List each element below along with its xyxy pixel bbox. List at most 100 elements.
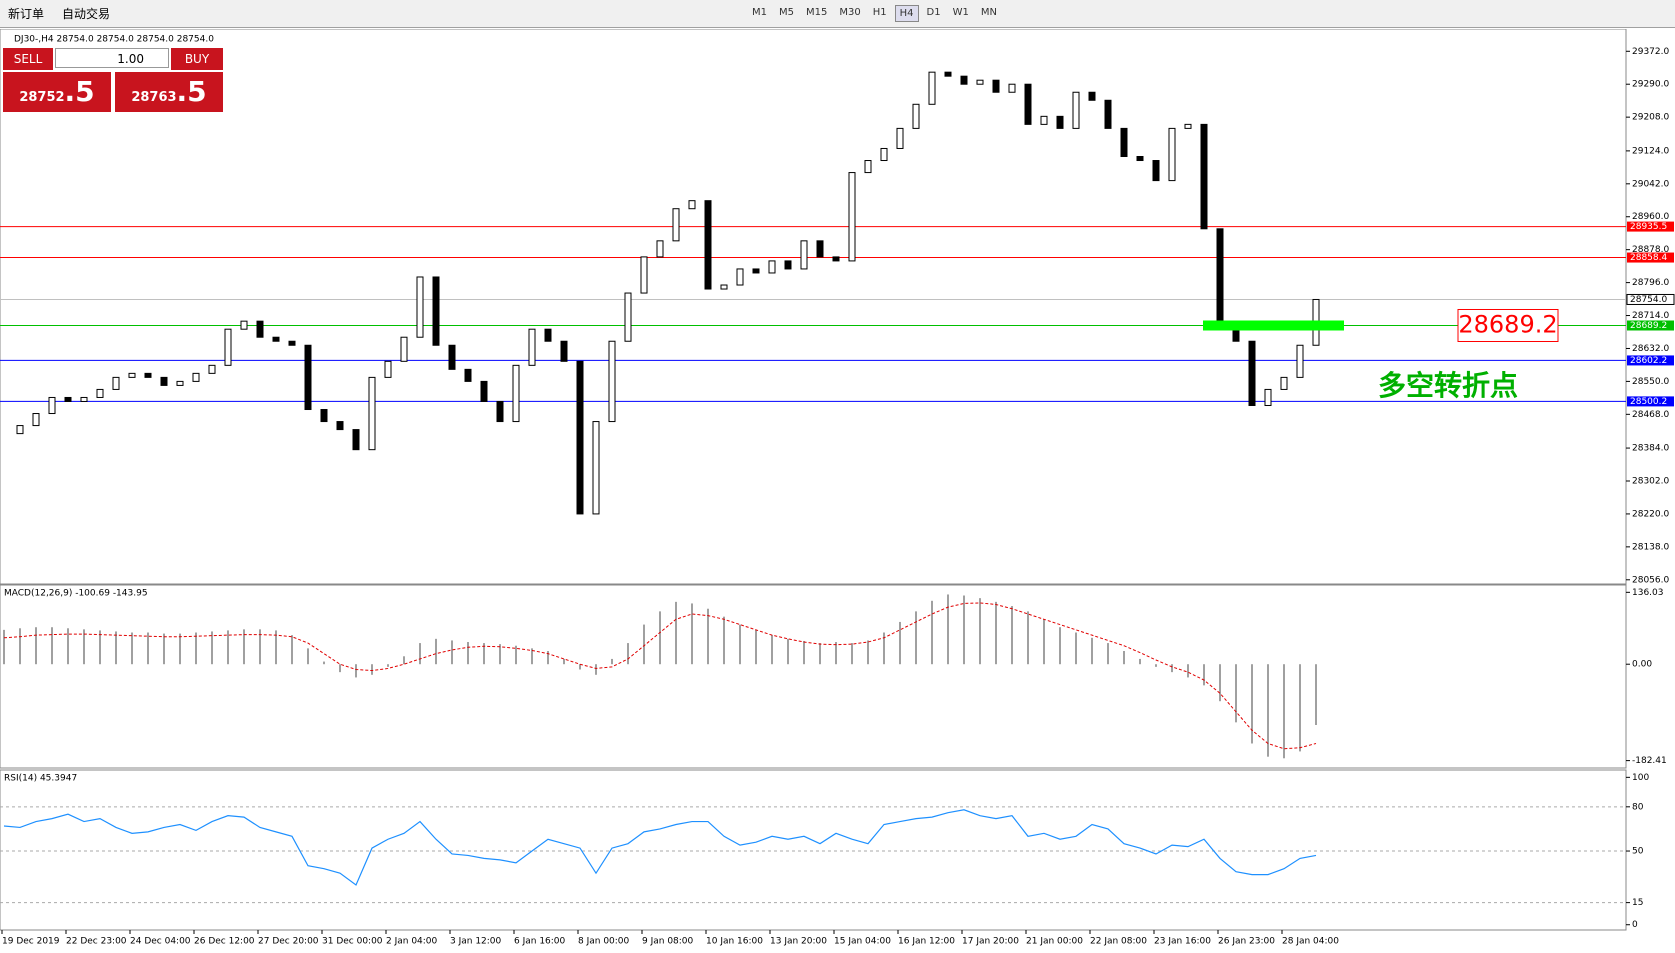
timeframe[interactable]: M30 <box>839 7 861 18</box>
time-label: 16 Jan 12:00 <box>898 937 955 947</box>
candle <box>304 344 312 411</box>
candle <box>896 127 904 149</box>
candle <box>208 364 216 374</box>
rsi-frame <box>0 769 1627 931</box>
time-label: 15 Jan 04:00 <box>834 937 891 947</box>
buy-price[interactable]: 28763.5 <box>115 72 223 112</box>
time-label: 24 Dec 04:00 <box>130 937 191 947</box>
y-tick-label: 28714.0 <box>1632 311 1669 321</box>
candle <box>704 200 712 290</box>
candle <box>1216 228 1224 326</box>
time-label: 6 Jan 16:00 <box>514 937 566 947</box>
buy-big: 28763 <box>131 90 177 105</box>
candle <box>960 75 968 85</box>
y-tick-label: 28550.0 <box>1632 377 1669 387</box>
level-tag <box>1627 396 1674 407</box>
level-label: 28602.2 <box>1630 356 1667 366</box>
time-label: 9 Jan 08:00 <box>642 937 694 947</box>
candle <box>720 284 728 290</box>
candle <box>656 240 664 258</box>
candle <box>1200 123 1208 230</box>
candle <box>1120 127 1128 158</box>
time-label: 17 Jan 20:00 <box>962 937 1019 947</box>
level-label: 28500.2 <box>1630 397 1667 407</box>
timeframe[interactable]: M5 <box>779 7 795 18</box>
level-label: 28754.0 <box>1630 295 1667 305</box>
candle <box>976 79 984 85</box>
time-label: 28 Jan 04:00 <box>1282 937 1339 947</box>
time-label: 26 Jan 23:00 <box>1218 937 1275 947</box>
candle <box>1056 115 1064 129</box>
annotation-box <box>1457 308 1559 342</box>
time-label: 22 Dec 23:00 <box>66 937 127 947</box>
candle <box>1008 83 1016 93</box>
y-tick-label: 28138.0 <box>1632 542 1669 552</box>
level-tag <box>1627 221 1674 232</box>
candle <box>16 425 24 435</box>
y-tick-label: 29372.0 <box>1632 47 1669 57</box>
candle <box>672 208 680 242</box>
level-label: 28935.5 <box>1630 222 1667 232</box>
timeframes: M1 M5 M15 M30 H1 H4 D1 W1 MN <box>744 3 1005 24</box>
candle <box>592 421 600 515</box>
timeframe[interactable]: MN <box>980 7 997 18</box>
y-tick-label: 29208.0 <box>1632 113 1669 123</box>
timeframe[interactable]: H4 <box>894 5 919 22</box>
candle <box>528 328 536 366</box>
time-label: 31 Dec 00:00 <box>322 937 383 947</box>
timeframe[interactable]: W1 <box>952 7 969 18</box>
level-label: 28689.2 <box>1630 321 1667 331</box>
y-tick-label: 29290.0 <box>1632 80 1669 90</box>
candle <box>784 260 792 270</box>
candle <box>384 360 392 378</box>
timeframe[interactable]: M15 <box>806 7 828 18</box>
annotation: 28689.2 <box>1458 310 1557 338</box>
timeframe[interactable]: D1 <box>926 7 941 18</box>
candle <box>240 320 248 330</box>
main-frame <box>0 29 1627 585</box>
chart: DJ30-,H4 28754.0 28754.0 28754.0 28754.0… <box>0 29 1675 947</box>
buy-button[interactable]: BUY <box>171 48 223 70</box>
candle <box>128 372 136 378</box>
candle <box>336 421 344 431</box>
time-label: 23 Jan 16:00 <box>1154 937 1211 947</box>
y-tick-label: 0 <box>1632 920 1638 930</box>
time-label: 10 Jan 16:00 <box>706 937 763 947</box>
y-tick-label: 136.03 <box>1632 588 1664 598</box>
time-label: 21 Jan 00:00 <box>1026 937 1083 947</box>
candle <box>160 376 168 386</box>
y-tick-label: -182.41 <box>1632 756 1667 766</box>
y-tick-label: 28384.0 <box>1632 444 1669 454</box>
candle <box>320 409 328 423</box>
candle <box>448 344 456 370</box>
candle <box>640 256 648 294</box>
candle <box>560 340 568 362</box>
y-tick-label: 50 <box>1632 847 1644 857</box>
sell-button[interactable]: SELL <box>3 48 53 70</box>
candle <box>224 328 232 366</box>
candle <box>608 340 616 423</box>
rsi-line <box>3 809 1317 886</box>
auto-trading[interactable]: 自动交易 <box>62 7 111 21</box>
y-tick-label: 28056.0 <box>1632 575 1669 585</box>
toolbar: 新订单 自动交易 M1 M5 M15 M30 H1 H4 D1 W1 MN <box>0 0 1675 28</box>
rsi-label: RSI(14) 45.3947 <box>4 774 77 784</box>
candle <box>1104 99 1112 129</box>
candle <box>1024 83 1032 125</box>
sell-price[interactable]: 28752.5 <box>3 72 111 112</box>
candle <box>1040 115 1048 125</box>
level-label: 28858.4 <box>1630 253 1667 263</box>
candle <box>768 260 776 274</box>
candle <box>496 400 504 423</box>
new-order[interactable]: 新订单 <box>8 7 45 21</box>
candle <box>624 292 632 342</box>
time-label: 19 Dec 2019 <box>2 937 60 947</box>
candle <box>272 336 280 342</box>
lot-input[interactable]: 1.00 <box>55 48 169 68</box>
candle <box>416 276 424 338</box>
trade-panel: SELL 1.00 BUY 28752.5 28763.5 <box>3 48 223 114</box>
timeframe[interactable]: H1 <box>872 7 887 18</box>
candle <box>1280 376 1288 390</box>
timeframe[interactable]: M1 <box>752 7 768 18</box>
